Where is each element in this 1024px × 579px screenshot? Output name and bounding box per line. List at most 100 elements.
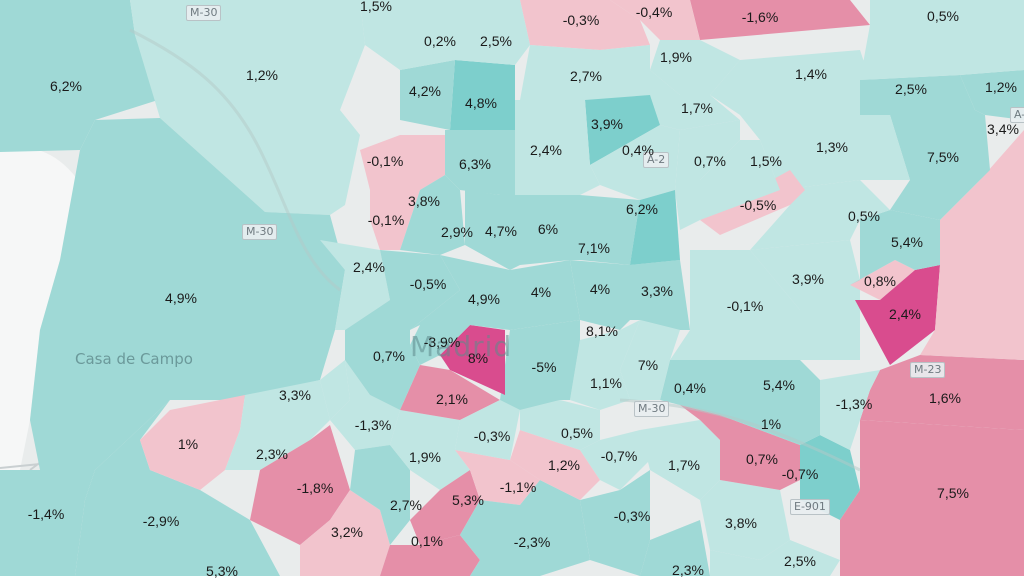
district-area[interactable] bbox=[850, 260, 915, 300]
city-label: Madrid bbox=[410, 330, 513, 363]
district-value-label: 2,1% bbox=[436, 391, 468, 407]
district-area[interactable] bbox=[590, 125, 680, 200]
district-area[interactable] bbox=[460, 480, 590, 576]
district-area[interactable] bbox=[225, 380, 330, 470]
district-area[interactable] bbox=[640, 420, 720, 500]
district-area[interactable] bbox=[345, 250, 460, 330]
district-area[interactable] bbox=[710, 540, 840, 576]
district-value-label: -0,1% bbox=[366, 153, 404, 169]
district-area[interactable] bbox=[450, 60, 515, 130]
district-value-label: 0,7% bbox=[746, 451, 778, 467]
district-area[interactable] bbox=[850, 210, 940, 285]
district-area[interactable] bbox=[410, 255, 510, 330]
district-area[interactable] bbox=[640, 520, 710, 576]
district-area[interactable] bbox=[570, 260, 630, 330]
district-area[interactable] bbox=[675, 120, 740, 230]
district-area[interactable] bbox=[520, 400, 600, 450]
district-area[interactable] bbox=[400, 60, 455, 130]
district-area[interactable] bbox=[650, 40, 740, 95]
district-area[interactable] bbox=[700, 170, 805, 235]
district-area[interactable] bbox=[670, 250, 800, 360]
district-area[interactable] bbox=[860, 75, 985, 115]
district-area[interactable] bbox=[520, 45, 680, 100]
district-area[interactable] bbox=[320, 240, 390, 330]
district-area[interactable] bbox=[250, 425, 350, 545]
district-area[interactable] bbox=[580, 195, 640, 265]
district-area[interactable] bbox=[820, 370, 880, 450]
district-area[interactable] bbox=[580, 430, 650, 490]
district-area[interactable] bbox=[500, 320, 580, 410]
district-value-label: 7,1% bbox=[578, 240, 610, 256]
district-area[interactable] bbox=[465, 190, 520, 270]
road-m30 bbox=[129, 28, 341, 292]
district-area[interactable] bbox=[860, 0, 1024, 80]
district-area[interactable] bbox=[860, 355, 1024, 430]
district-area[interactable] bbox=[380, 535, 480, 576]
district-area[interactable] bbox=[855, 265, 940, 365]
district-area[interactable] bbox=[890, 115, 990, 220]
district-area[interactable] bbox=[710, 50, 870, 115]
district-area[interactable] bbox=[360, 135, 445, 190]
district-area[interactable] bbox=[455, 450, 540, 505]
district-value-label: 1,7% bbox=[681, 100, 713, 116]
district-value-label: 6% bbox=[537, 221, 559, 237]
district-area[interactable] bbox=[585, 95, 660, 165]
district-area[interactable] bbox=[300, 490, 390, 576]
district-area[interactable] bbox=[690, 0, 870, 40]
district-value-label: 6,2% bbox=[50, 78, 82, 94]
district-area[interactable] bbox=[345, 330, 420, 410]
district-area[interactable] bbox=[740, 115, 910, 190]
district-area[interactable] bbox=[630, 260, 690, 330]
district-area[interactable] bbox=[700, 480, 790, 560]
district-value-label: -0,5% bbox=[739, 197, 777, 213]
district-value-label: -0,3% bbox=[473, 428, 511, 444]
district-area[interactable] bbox=[445, 130, 515, 195]
district-area[interactable] bbox=[515, 100, 600, 195]
district-area[interactable] bbox=[400, 365, 500, 420]
district-area[interactable] bbox=[620, 320, 680, 400]
district-area[interactable] bbox=[240, 360, 350, 420]
district-area[interactable] bbox=[510, 430, 600, 500]
district-area[interactable] bbox=[350, 445, 410, 545]
district-area[interactable] bbox=[610, 0, 700, 40]
district-area[interactable] bbox=[370, 190, 420, 250]
district-value-label: 2,5% bbox=[895, 81, 927, 97]
district-area[interactable] bbox=[960, 70, 1024, 120]
district-area[interactable] bbox=[750, 240, 860, 360]
district-value-label: 7% bbox=[637, 357, 659, 373]
district-area[interactable] bbox=[720, 360, 820, 445]
district-value-label: 4% bbox=[589, 281, 611, 297]
district-area[interactable] bbox=[130, 0, 365, 215]
district-area[interactable] bbox=[510, 260, 580, 330]
district-area[interactable] bbox=[455, 400, 520, 460]
district-area[interactable] bbox=[140, 395, 245, 490]
district-value-label: 3,9% bbox=[591, 116, 623, 132]
district-area[interactable] bbox=[390, 410, 470, 490]
district-value-label: 3,4% bbox=[987, 121, 1019, 137]
district-area[interactable] bbox=[520, 195, 580, 265]
district-area[interactable] bbox=[30, 118, 345, 470]
district-area[interactable] bbox=[800, 435, 860, 520]
district-value-label: 1,1% bbox=[590, 375, 622, 391]
district-area[interactable] bbox=[440, 325, 505, 395]
district-area[interactable] bbox=[650, 95, 740, 130]
district-area[interactable] bbox=[630, 190, 680, 265]
district-area[interactable] bbox=[660, 360, 720, 415]
district-value-label: -1,8% bbox=[296, 480, 334, 496]
district-area[interactable] bbox=[400, 175, 465, 255]
district-area[interactable] bbox=[330, 360, 400, 450]
district-value-label: 6,3% bbox=[459, 156, 491, 172]
district-area[interactable] bbox=[0, 470, 95, 576]
district-area[interactable] bbox=[570, 320, 640, 410]
district-area[interactable] bbox=[360, 0, 530, 70]
district-area[interactable] bbox=[75, 400, 280, 576]
district-area[interactable] bbox=[0, 0, 158, 152]
district-area[interactable] bbox=[410, 470, 480, 545]
district-area[interactable] bbox=[580, 470, 650, 576]
district-area[interactable] bbox=[410, 325, 470, 365]
district-area[interactable] bbox=[680, 405, 800, 490]
district-area[interactable] bbox=[520, 0, 650, 50]
district-area[interactable] bbox=[920, 130, 1024, 360]
district-area[interactable] bbox=[840, 420, 1024, 576]
